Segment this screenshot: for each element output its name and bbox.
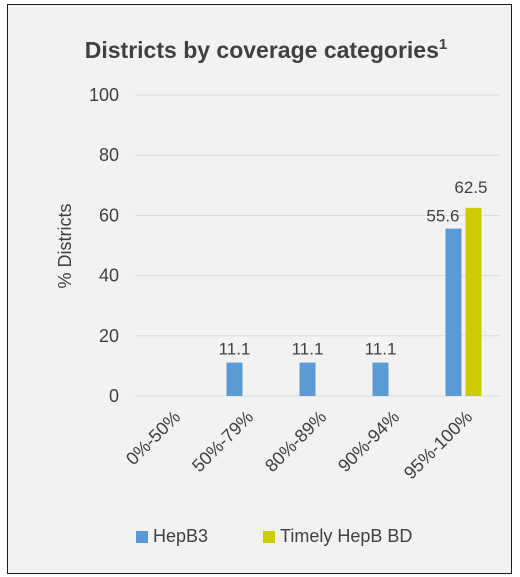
legend-label: HepB3 — [153, 526, 208, 546]
bars — [226, 207, 482, 396]
y-tick-label: 40 — [99, 266, 119, 286]
chart-title-text: Districts by coverage categories — [85, 37, 439, 63]
y-tick-label: 20 — [99, 326, 119, 346]
y-axis-title: % Districts — [55, 204, 75, 289]
bar-hepb3-3 — [372, 362, 389, 396]
bar-hepb3-4 — [445, 228, 462, 396]
data-labels: 11.1 11.1 11.1 55.6 62.5 — [219, 178, 488, 359]
bar-timely-hepb-bd-4 — [465, 207, 482, 396]
chart-title-superscript: 1 — [439, 36, 447, 53]
x-tick-label: 90%-94% — [334, 407, 403, 476]
data-label: 62.5 — [454, 178, 487, 197]
data-label: 55.6 — [426, 207, 459, 226]
chart-title: Districts by coverage categories1 — [85, 36, 447, 63]
data-label: 11.1 — [219, 340, 251, 359]
chart-frame — [7, 4, 512, 574]
y-tick-label: 0 — [109, 386, 119, 406]
x-tick-label: 0%-50% — [122, 407, 184, 469]
y-tick-label: 80 — [99, 145, 119, 165]
legend-swatch — [136, 531, 148, 543]
x-axis-ticks: 0%-50% 50%-79% 80%-89% 90%-94%95%-100% — [122, 407, 476, 483]
data-label: 11.1 — [365, 340, 397, 359]
data-label: 11.1 — [292, 340, 324, 359]
y-axis-ticks: 0 20 40 60 80 100 — [89, 85, 119, 406]
y-tick-label: 100 — [89, 85, 119, 105]
x-tick-label: 50%-79% — [188, 407, 257, 476]
x-tick-label: 80%-89% — [261, 407, 330, 476]
bar-hepb3-1 — [226, 362, 243, 396]
gridlines — [135, 94, 500, 397]
x-tick-label: 95%-100% — [400, 407, 476, 483]
legend-swatch — [263, 531, 275, 543]
legend-label: Timely HepB BD — [280, 526, 412, 546]
y-tick-label: 60 — [99, 205, 119, 225]
legend: HepB3 Timely HepB BD — [136, 526, 412, 546]
bar-hepb3-2 — [299, 362, 316, 396]
